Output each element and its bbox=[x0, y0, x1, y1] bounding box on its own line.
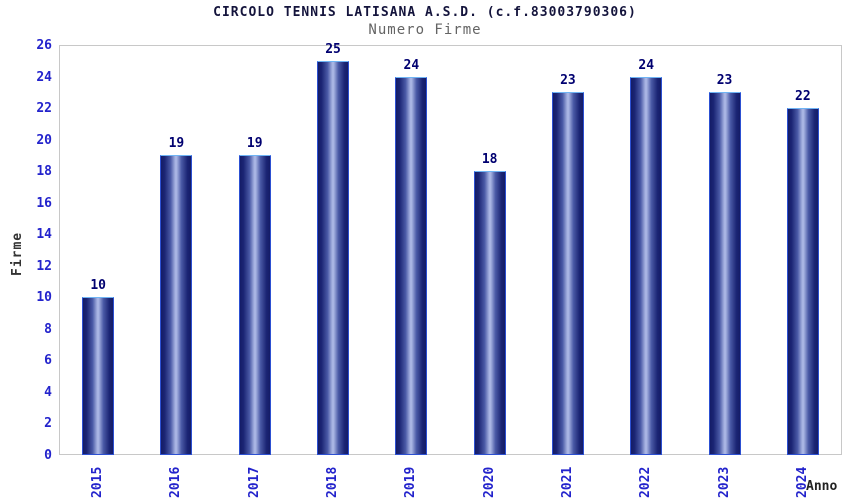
bar bbox=[82, 297, 115, 455]
chart-title: CIRCOLO TENNIS LATISANA A.S.D. (c.f.8300… bbox=[213, 5, 637, 20]
bar bbox=[395, 76, 428, 455]
bar-value-label: 23 bbox=[716, 73, 733, 89]
bar-value-label: 24 bbox=[403, 57, 420, 73]
y-tick-label: 0 bbox=[44, 448, 52, 463]
bar bbox=[473, 171, 506, 455]
x-tick-label: 2017 bbox=[246, 466, 262, 498]
y-tick-label: 2 bbox=[44, 416, 52, 432]
x-tick-label: 2023 bbox=[716, 466, 732, 498]
bar-value-label: 10 bbox=[90, 278, 106, 294]
bar-value-label: 24 bbox=[638, 57, 655, 73]
y-tick-label: 26 bbox=[36, 38, 52, 53]
y-tick-label: 8 bbox=[44, 321, 52, 337]
bar-value-label: 19 bbox=[246, 136, 263, 152]
y-tick-label: 14 bbox=[36, 227, 52, 243]
y-tick-label: 16 bbox=[36, 195, 52, 211]
y-tick-label: 6 bbox=[44, 353, 52, 369]
x-tick-label: 2020 bbox=[481, 466, 497, 498]
bar bbox=[630, 76, 663, 455]
x-axis-title: Anno bbox=[806, 479, 838, 494]
bar bbox=[708, 92, 741, 455]
y-tick-label: 4 bbox=[44, 384, 52, 400]
chart-subtitle: Numero Firme bbox=[368, 22, 482, 38]
bar bbox=[160, 155, 193, 455]
x-tick-label: 2019 bbox=[403, 466, 419, 498]
bar-value-label: 18 bbox=[481, 152, 498, 168]
bar-value-label: 19 bbox=[168, 136, 185, 152]
bar-value-label: 22 bbox=[795, 89, 811, 105]
y-tick-label: 12 bbox=[36, 258, 52, 274]
y-tick-label: 10 bbox=[36, 290, 52, 306]
x-tick-label: 2021 bbox=[559, 466, 575, 498]
x-tick-label: 2022 bbox=[638, 466, 654, 498]
bar-value-label: 25 bbox=[325, 41, 341, 57]
x-tick-label: 2018 bbox=[325, 466, 341, 498]
bar bbox=[551, 92, 584, 455]
x-tick-label: 2016 bbox=[168, 466, 184, 498]
bar bbox=[317, 60, 350, 455]
bar-value-label: 23 bbox=[560, 73, 576, 89]
y-tick-label: 24 bbox=[36, 69, 52, 85]
x-tick-label: 2015 bbox=[90, 466, 106, 498]
y-tick-label: 18 bbox=[36, 164, 52, 180]
y-tick-label: 22 bbox=[36, 101, 52, 117]
y-tick-label: 20 bbox=[36, 132, 52, 148]
bar bbox=[238, 155, 271, 455]
bar bbox=[786, 108, 819, 455]
